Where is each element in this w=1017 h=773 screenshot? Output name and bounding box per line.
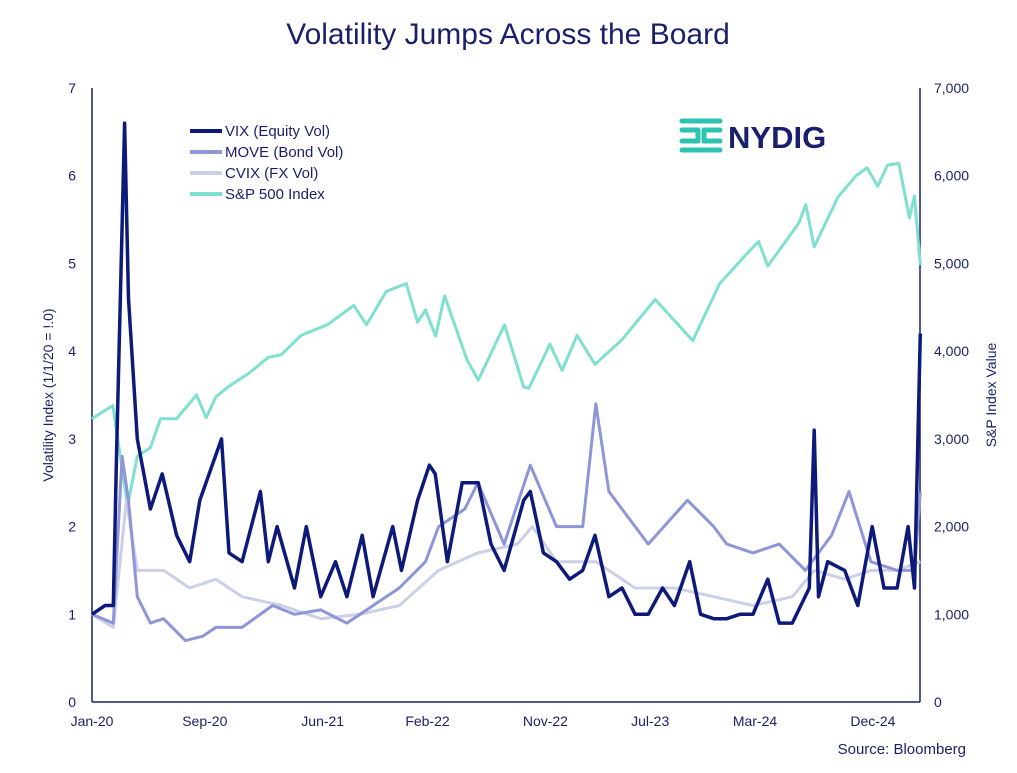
- y2-tick-label: 5,000: [934, 255, 969, 271]
- series-line-vix-equity-vol-: [91, 121, 923, 625]
- y-tick-label: 5: [68, 255, 76, 271]
- series-line-cvix-fx-vol-: [91, 498, 921, 629]
- y-tick-label: 6: [68, 168, 76, 184]
- y-tick-label: 2: [68, 519, 76, 535]
- y-tick-label: 7: [68, 80, 76, 96]
- nydig-logo-text: NYDIG: [728, 120, 826, 155]
- legend-label: VIX (Equity Vol): [225, 123, 330, 140]
- chart-title: Volatility Jumps Across the Board: [286, 18, 730, 51]
- y2-tick-label: 7,000: [934, 80, 969, 96]
- x-tick-label: Sep-20: [182, 713, 227, 729]
- x-tick-label: Jun-21: [301, 713, 344, 729]
- series-group: [91, 121, 923, 643]
- series-line-s-p-500-index: [91, 161, 922, 507]
- y2-tick-label: 1,000: [934, 606, 969, 622]
- y2-axis-label: S&P Index Value: [983, 343, 999, 448]
- y2-tick-label: 2,000: [934, 519, 969, 535]
- series-line-move-bond-vol-: [91, 402, 922, 643]
- y-axis-label: Volatility Index (1/1/20 = !.0): [40, 308, 56, 481]
- nydig-logo-icon: [679, 118, 723, 153]
- y-tick-label: 3: [68, 431, 76, 447]
- legend-label: CVIX (FX Vol): [225, 165, 318, 182]
- x-tick-label: Jan-20: [71, 713, 114, 729]
- legend: VIX (Equity Vol) MOVE (Bond Vol) CVIX (FX …: [190, 123, 343, 203]
- y-tick-label: 0: [68, 694, 76, 710]
- legend-label: MOVE (Bond Vol): [225, 144, 343, 161]
- legend-label: S&P 500 Index: [225, 186, 325, 203]
- x-tick-label: Feb-22: [405, 713, 450, 729]
- y-tick-label: 4: [68, 343, 76, 359]
- y-tick-label: 1: [68, 606, 76, 622]
- y2-tick-label: 6,000: [934, 168, 969, 184]
- y2-tick-label: 0: [934, 694, 942, 710]
- x-tick-label: Mar-24: [733, 713, 778, 729]
- y2-tick-label: 3,000: [934, 431, 969, 447]
- x-tick-label: Nov-22: [523, 713, 568, 729]
- x-tick-label: Dec-24: [850, 713, 895, 729]
- x-tick-label: Jul-23: [631, 713, 669, 729]
- nydig-logo: NYDIG: [679, 118, 826, 155]
- source-note: Source: Bloomberg: [838, 741, 966, 758]
- axes: 0 1 2 3 4 5 6 7 0 1,000 2,000 3,000 4,000 5,000 6,000 7…: [68, 80, 969, 729]
- y2-tick-label: 4,000: [934, 343, 969, 359]
